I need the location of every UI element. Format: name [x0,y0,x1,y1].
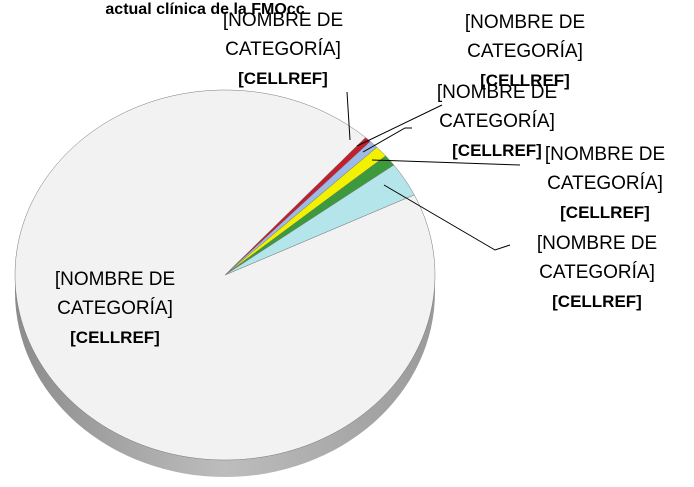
chart-title: actual clínica de la FMOcc [105,1,304,18]
value-label: [CELLREF] [560,203,650,222]
category-label: [NOMBRE DE CATEGORÍA] [222,10,344,60]
data-label: [NOMBRE DE CATEGORÍA] [CELLREF] [507,229,687,316]
leader-line [371,159,521,166]
value-label: [CELLREF] [452,141,542,160]
value-label: [CELLREF] [480,71,570,90]
leader-line [383,184,511,251]
value-label: [CELLREF] [238,69,328,88]
category-label: [NOMBRE DE CATEGORÍA] [54,269,176,319]
leader-line [346,91,351,141]
data-label: [NOMBRE DE CATEGORÍA] [CELLREF] [435,8,615,95]
pie-slice [224,164,415,276]
pie-slice [14,89,436,461]
data-label: [NOMBRE DE CATEGORÍA] [CELLREF] [25,265,205,352]
data-label: [NOMBRE DE CATEGORÍA] [CELLREF] [407,78,587,165]
data-label: [NOMBRE DE CATEGORÍA] [CELLREF] [193,6,373,93]
leader-line [362,127,412,153]
value-label: [CELLREF] [552,292,642,311]
value-label: [CELLREF] [70,328,160,347]
category-label: [NOMBRE DE CATEGORÍA] [544,144,666,194]
category-label: [NOMBRE DE CATEGORÍA] [536,233,658,283]
category-label: [NOMBRE DE CATEGORÍA] [464,12,586,62]
data-label: [NOMBRE DE CATEGORÍA] [CELLREF] [515,140,694,227]
category-label: [NOMBRE DE CATEGORÍA] [436,82,558,132]
leader-line [356,104,443,147]
